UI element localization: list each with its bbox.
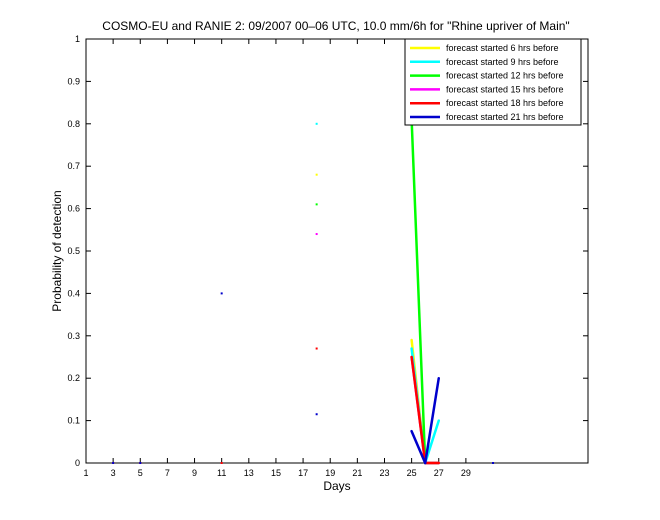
x-tick-label: 7 xyxy=(165,468,170,478)
x-tick-label: 21 xyxy=(352,468,362,478)
legend-label: forecast started 9 hrs before xyxy=(446,57,559,67)
legend-label: forecast started 21 hrs before xyxy=(446,112,564,122)
x-tick-label: 15 xyxy=(271,468,281,478)
y-axis-title: Probability of detection xyxy=(50,190,64,311)
y-tick-label: 0.2 xyxy=(67,373,80,383)
x-tick-label: 11 xyxy=(217,468,226,478)
legend-label: forecast started 18 hrs before xyxy=(446,98,564,108)
legend-label: forecast started 15 hrs before xyxy=(446,84,564,94)
y-tick-label: 0.1 xyxy=(67,416,80,426)
series-segment xyxy=(423,376,441,465)
legend-label: forecast started 6 hrs before xyxy=(446,43,559,53)
y-tick-label: 0.5 xyxy=(67,246,80,256)
x-axis-title: Days xyxy=(323,479,350,493)
legend-label: forecast started 12 hrs before xyxy=(446,71,564,81)
y-tick-label: 0.9 xyxy=(67,76,80,86)
x-tick-label: 25 xyxy=(407,468,417,478)
legend-box xyxy=(404,38,582,126)
y-tick-label: 0.6 xyxy=(67,204,80,214)
x-tick-label: 13 xyxy=(244,468,254,478)
data-point xyxy=(315,122,318,125)
y-tick-label: 0 xyxy=(75,458,80,468)
series-5 xyxy=(112,292,495,465)
x-axis: 1 3 5 7 9 11 13 15 17 19 21 23 25 27 29 xyxy=(83,39,471,478)
data-point xyxy=(220,292,223,295)
y-tick-label: 1 xyxy=(75,34,80,44)
x-tick-label: 23 xyxy=(379,468,389,478)
x-tick-label: 3 xyxy=(111,468,116,478)
y-tick-label: 0.3 xyxy=(67,331,80,341)
data-point xyxy=(315,413,318,416)
data-point xyxy=(139,462,142,464)
data-point xyxy=(315,203,318,206)
x-tick-label: 1 xyxy=(83,468,88,478)
x-tick-label: 5 xyxy=(138,468,143,478)
y-axis: 0 0.1 0.2 0.3 0.4 0.5 0.6 0.7 0.8 0.9 1 xyxy=(67,34,588,468)
data-point xyxy=(315,347,318,350)
data-point xyxy=(220,462,223,464)
x-tick-label: 19 xyxy=(325,468,335,478)
y-tick-label: 0.7 xyxy=(67,161,80,171)
x-tick-label: 9 xyxy=(192,468,197,478)
y-tick-label: 0.8 xyxy=(67,119,80,129)
chart-title: COSMO-EU and RANIE 2: 09/2007 00–06 UTC,… xyxy=(102,19,569,33)
data-point xyxy=(315,233,318,236)
series-segment xyxy=(410,429,427,465)
x-tick-label: 17 xyxy=(298,468,308,478)
data-point xyxy=(315,173,318,176)
x-tick-label: 27 xyxy=(434,468,444,478)
y-tick-label: 0.4 xyxy=(67,288,80,298)
legend: forecast started 6 hrs before forecast st… xyxy=(404,38,582,126)
data-point xyxy=(112,462,115,464)
series-segment xyxy=(410,118,427,465)
series-segment xyxy=(410,355,427,465)
series-layer xyxy=(112,118,495,465)
x-tick-label: 29 xyxy=(461,468,471,478)
data-point xyxy=(492,462,495,464)
